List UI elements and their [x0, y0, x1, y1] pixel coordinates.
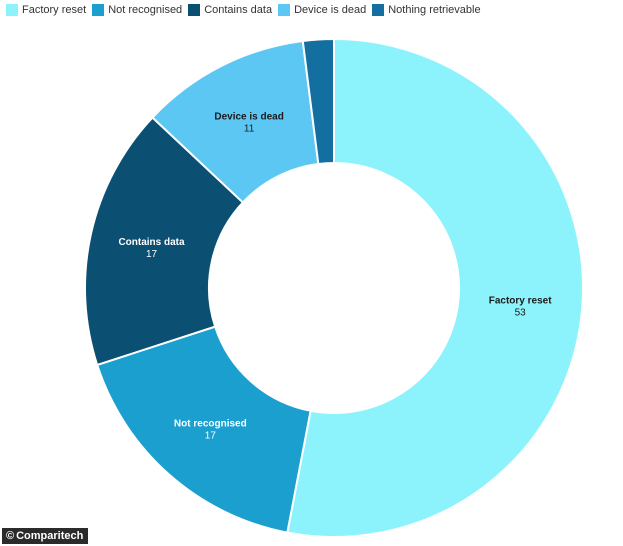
legend-swatch: [372, 4, 385, 16]
donut-slice: [301, 37, 335, 166]
slice-label: Contains data: [118, 237, 185, 248]
legend-label: Factory reset: [22, 4, 87, 16]
credit-badge: © Comparitech: [2, 528, 89, 544]
slice-label: Device is dead: [214, 111, 283, 122]
legend-label: Device is dead: [294, 4, 367, 16]
slice-value: 17: [146, 249, 158, 260]
legend-item: Factory reset: [6, 4, 86, 16]
legend-item: Nothing retrievable: [372, 4, 481, 16]
legend-swatch: [92, 4, 105, 16]
legend-label: Nothing retrievable: [388, 4, 481, 16]
donut-slice: [84, 116, 245, 367]
legend-label: Contains data: [204, 4, 273, 16]
chart-legend: Factory reset Not recognised Contains data…: [6, 4, 487, 16]
slice-value: 17: [205, 430, 217, 441]
copyright-icon: ©: [6, 530, 15, 542]
legend-label: Not recognised: [108, 4, 183, 16]
slice-label: Factory reset: [489, 296, 552, 307]
legend-swatch: [6, 4, 18, 16]
legend-swatch: [188, 4, 201, 16]
legend-swatch: [278, 4, 291, 16]
legend-item: Contains data: [188, 4, 272, 16]
donut-slice: [286, 37, 584, 538]
legend-item: Not recognised: [92, 4, 182, 16]
slice-value: 11: [244, 123, 255, 134]
slice-value: 53: [515, 308, 527, 319]
legend-item: Device is dead: [278, 4, 366, 16]
donut-slice: [95, 325, 312, 534]
slice-label: Not recognised: [174, 418, 247, 429]
credit-text: Comparitech: [16, 530, 84, 542]
